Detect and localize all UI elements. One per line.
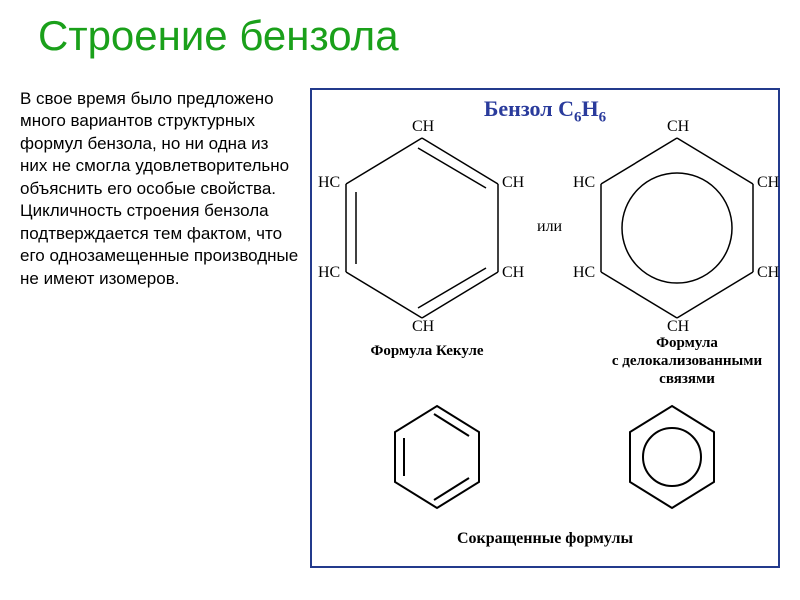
ch-tr2: CH bbox=[757, 174, 779, 192]
ch-br2: CH bbox=[757, 264, 779, 282]
body-paragraph: В свое время было предложено много вариа… bbox=[20, 88, 300, 290]
caption-bottom: Сокращенные формулы bbox=[312, 530, 778, 548]
hc-bl2: HC bbox=[573, 264, 595, 282]
ch-bot: CH bbox=[412, 318, 434, 336]
kekule-structure: CH CH CH CH HC HC bbox=[332, 130, 512, 330]
hc-tl2: HC bbox=[573, 174, 595, 192]
figure-title-sub2: 6 bbox=[599, 109, 607, 125]
ch-top: CH bbox=[412, 118, 434, 136]
ch-top2: CH bbox=[667, 118, 689, 136]
delocalized-structure: CH CH CH CH HC HC bbox=[587, 130, 767, 330]
figure-box: Бензол C6H6 CH CH CH CH HC HC bbox=[310, 88, 780, 568]
caption-delocalized: Формула с делокализованными связями bbox=[602, 334, 772, 388]
small-delocalized bbox=[622, 400, 722, 520]
figure-title-sub1: 6 bbox=[574, 109, 582, 125]
figure-title-mid: H bbox=[582, 96, 599, 121]
slide-title: Строение бензола bbox=[38, 12, 399, 60]
ch-br: CH bbox=[502, 264, 524, 282]
hc-bl: HC bbox=[318, 264, 340, 282]
ch-tr: CH bbox=[502, 174, 524, 192]
small-kekule bbox=[387, 400, 487, 520]
or-label: или bbox=[537, 218, 562, 236]
hc-tl: HC bbox=[318, 174, 340, 192]
figure-title: Бензол C6H6 bbox=[312, 96, 778, 126]
caption-kekule: Формула Кекуле bbox=[352, 342, 502, 360]
figure-title-prefix: Бензол C bbox=[484, 96, 574, 121]
